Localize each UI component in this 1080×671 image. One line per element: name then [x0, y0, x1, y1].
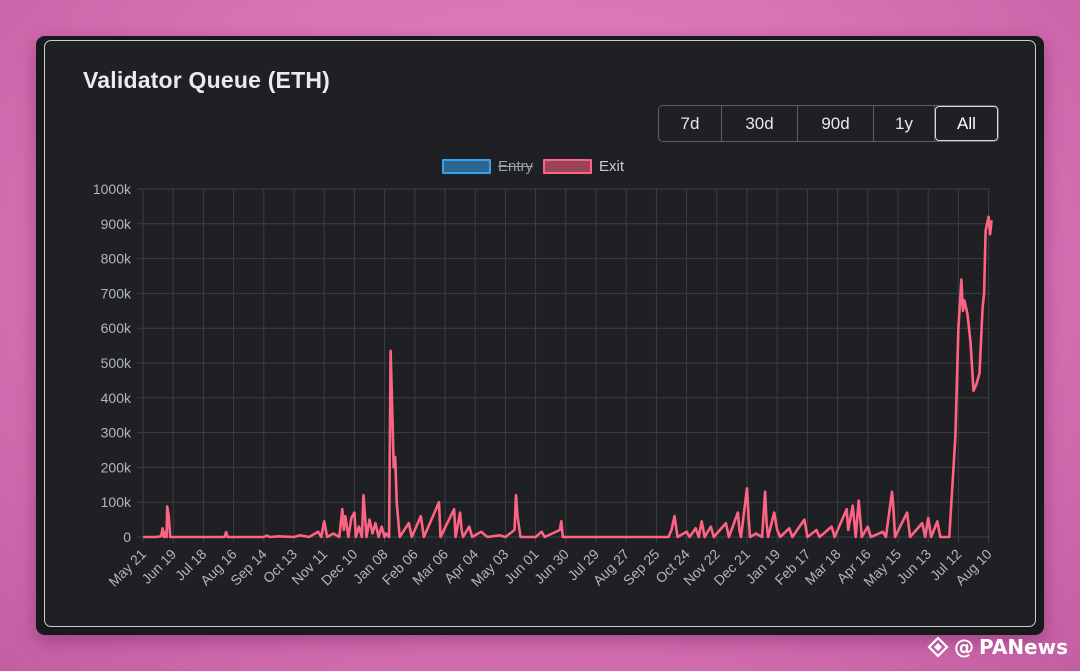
chart-card: Validator Queue (ETH) 7d 30d 90d 1y All …: [36, 36, 1044, 635]
x-tick-label: May 21: [105, 546, 149, 590]
y-tick-label: 700k: [101, 285, 132, 301]
chart-card-frame: Validator Queue (ETH) 7d 30d 90d 1y All …: [44, 40, 1036, 627]
watermark-brand: PANews: [979, 635, 1068, 659]
y-tick-label: 400k: [101, 390, 132, 406]
y-tick-label: 800k: [101, 251, 132, 267]
legend-swatch-exit: [543, 159, 593, 174]
range-button-7d[interactable]: 7d: [659, 106, 722, 141]
legend-item-entry[interactable]: Entry: [442, 158, 533, 175]
y-tick-label: 0: [123, 529, 131, 545]
y-tick-label: 300k: [101, 425, 132, 441]
time-range-selector: 7d 30d 90d 1y All: [658, 105, 999, 142]
y-tick-label: 200k: [101, 459, 132, 475]
range-button-30d[interactable]: 30d: [722, 106, 798, 141]
x-tick-label: Jun 19: [138, 546, 179, 587]
chart-title: Validator Queue (ETH): [83, 67, 331, 93]
y-tick-label: 1000k: [93, 181, 132, 197]
legend-label-exit: Exit: [599, 158, 625, 175]
x-tick-label: Jun 30: [531, 546, 572, 587]
chart-legend: Entry Exit: [442, 158, 624, 175]
panews-logo-icon: [927, 636, 949, 658]
y-tick-label: 100k: [101, 494, 132, 510]
legend-item-exit[interactable]: Exit: [543, 158, 624, 175]
x-tick-label: Jun 13: [893, 546, 934, 587]
exit-queue-chart: 0 100k 200k 300k 400k 500k 600k 700k 800k 900k 100…: [93, 181, 995, 590]
exit-series-line: [143, 215, 993, 539]
y-tick-label: 500k: [101, 355, 132, 371]
y-tick-label: 900k: [101, 216, 132, 232]
range-button-90d[interactable]: 90d: [798, 106, 874, 141]
panews-watermark: @ PANews: [927, 635, 1068, 659]
range-button-all[interactable]: All: [935, 106, 998, 141]
legend-swatch-entry: [442, 159, 491, 174]
range-button-1y[interactable]: 1y: [874, 106, 935, 141]
y-tick-label: 600k: [101, 320, 132, 336]
watermark-at: @: [954, 635, 975, 659]
legend-label-entry: Entry: [498, 158, 534, 175]
